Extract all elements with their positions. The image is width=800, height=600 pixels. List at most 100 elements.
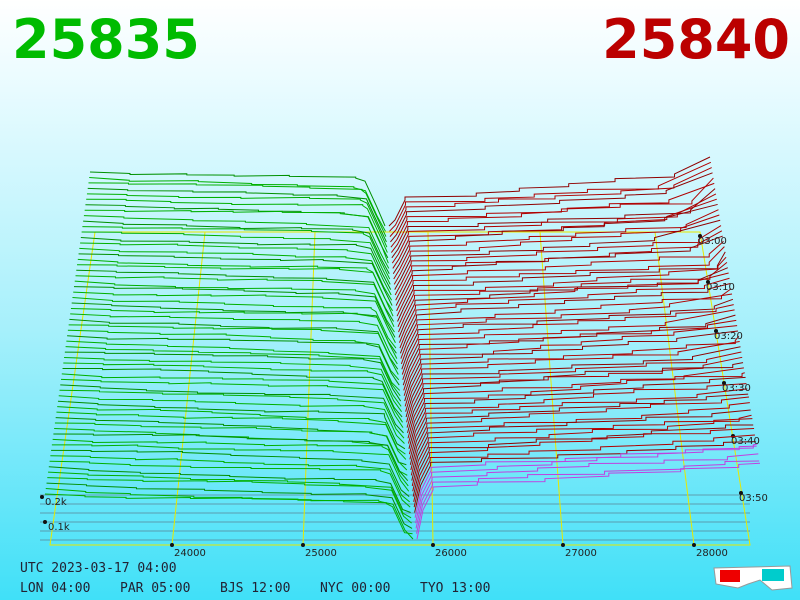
ask-depth-line (405, 346, 741, 418)
bid-depth-line (75, 275, 395, 328)
bid-depth-line (52, 438, 409, 487)
ask-depth-line (396, 246, 725, 317)
price-grid (539, 231, 564, 546)
bid-depth-line (69, 318, 399, 370)
bid-depth-line (86, 193, 388, 248)
bid-depth-line (65, 346, 401, 397)
bid-depth-line (60, 378, 404, 428)
bid-depth-line (72, 297, 397, 349)
time-tick (722, 381, 726, 385)
ask-depth-line (409, 388, 748, 460)
ask-depth-line (416, 462, 761, 540)
ask-depth-line (398, 272, 729, 343)
ask-depth-line (390, 177, 714, 248)
ask-depth-line (408, 383, 747, 455)
bid-depth-line (74, 280, 395, 333)
glasses-icon (713, 565, 793, 591)
ask-depth-line (407, 367, 744, 439)
bid-depth-line (54, 422, 408, 471)
bid-depth-line (54, 428, 408, 476)
price-tick (431, 543, 435, 547)
bid-depth-line (60, 384, 404, 434)
bid-depth-line (63, 362, 403, 412)
price-label: 26000 (435, 548, 467, 559)
axis-labels: 24000 25000 26000 27000 28000 03:00 03:10 03:20… (45, 236, 768, 559)
depth-lines (44, 156, 761, 540)
bid-depth-line (82, 226, 391, 280)
ask-depth-line (399, 277, 730, 349)
ask-depth-line (398, 262, 728, 333)
ask-depth-line (415, 443, 758, 524)
time-label: 03:50 (739, 493, 768, 504)
bid-depth-line (78, 253, 393, 306)
bid-depth-line (58, 395, 405, 444)
bid-depth-line (73, 286, 396, 338)
bid-depth-line (73, 291, 396, 343)
ask-depth-line (392, 198, 717, 269)
ask-depth-line (397, 251, 726, 322)
bid-depth-line (76, 269, 394, 322)
bid-depth-line (88, 182, 387, 237)
bid-depth-line (77, 258, 394, 312)
bid-depth-line (83, 220, 390, 274)
timezone: NYC 00:00 (320, 581, 390, 596)
ask-depth-line (412, 418, 753, 492)
time-label: 03:00 (698, 236, 727, 247)
timezone: BJS 12:00 (220, 581, 290, 596)
bid-depth-line (80, 242, 392, 296)
ask-depth-line (393, 209, 719, 280)
ask-depth-line (395, 230, 723, 301)
ask-depth-line (388, 156, 711, 227)
ask-depth-line (396, 240, 724, 312)
bid-price: 25835 (12, 8, 200, 71)
ask-depth-line (394, 219, 721, 290)
bid-depth-line (70, 307, 398, 359)
ask-depth-line (415, 453, 759, 529)
ask-depth-line (401, 298, 734, 370)
bid-depth-line (67, 335, 400, 386)
bid-depth-line (57, 400, 406, 450)
price-grid (171, 231, 206, 546)
ask-depth-line (410, 402, 750, 476)
ask-depth-line (413, 434, 755, 508)
ask-depth-line (401, 304, 734, 375)
bid-depth-line (71, 302, 397, 354)
bid-depth-line (51, 444, 410, 492)
bid-depth-line (70, 313, 398, 365)
ask-depth-line (413, 427, 755, 502)
price-label: 25000 (305, 548, 337, 559)
price-tick (692, 543, 696, 547)
ask-price: 25840 (602, 8, 790, 71)
time-label: 03:40 (731, 436, 760, 447)
ask-depth-line (414, 441, 756, 513)
price-tick (561, 543, 565, 547)
ask-depth-line (397, 256, 727, 328)
ask-depth-line (400, 293, 733, 365)
bid-depth-line (53, 433, 409, 481)
depth-tick (40, 495, 44, 499)
timezone: LON 04:00 (20, 581, 90, 596)
depth-label: 0.2k (45, 497, 67, 508)
ask-depth-line (410, 396, 750, 471)
ask-depth-line (411, 409, 751, 481)
ask-depth-line (403, 325, 738, 396)
time-label: 03:20 (714, 331, 743, 342)
bid-depth-line (77, 264, 394, 317)
bid-depth-line (64, 351, 402, 402)
bid-depth-line (83, 215, 390, 269)
bid-depth-line (84, 209, 389, 264)
price-label: 28000 (696, 548, 728, 559)
bid-depth-line (87, 187, 387, 243)
ask-depth-line (405, 340, 740, 412)
ask-depth-line (398, 267, 728, 338)
ask-depth-line (390, 182, 715, 253)
bid-depth-line (64, 357, 402, 407)
ask-depth-line (404, 330, 739, 402)
ask-depth-line (394, 225, 722, 296)
ask-depth-line (412, 424, 754, 497)
ask-depth-line (395, 235, 723, 306)
price-label: 27000 (565, 548, 597, 559)
price-tick (170, 543, 174, 547)
bid-depth-line (45, 488, 413, 535)
time-tick (739, 491, 743, 495)
